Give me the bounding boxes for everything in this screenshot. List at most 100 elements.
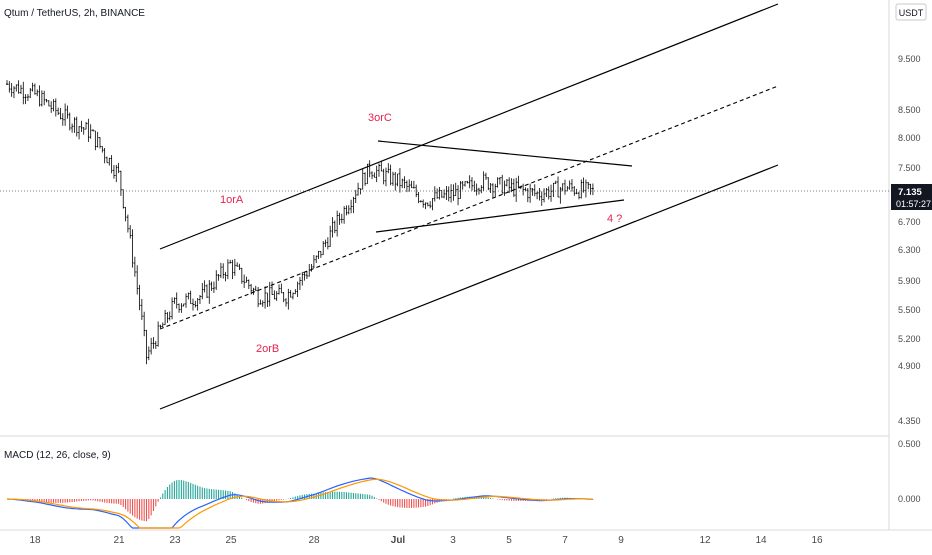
channel-median-line[interactable] <box>159 85 779 330</box>
candle <box>222 263 225 279</box>
candle <box>131 229 134 268</box>
price-tick: 6.300 <box>898 245 921 255</box>
currency-badge[interactable]: USDT <box>895 3 927 21</box>
candle <box>538 188 541 201</box>
candle <box>475 183 478 196</box>
candle <box>117 162 120 174</box>
candle <box>431 198 434 211</box>
candle <box>31 82 34 92</box>
channel-lower-line[interactable] <box>159 164 779 410</box>
candle <box>261 300 264 307</box>
countdown-timer: 01:57:27 <box>896 199 931 209</box>
candle <box>12 86 15 99</box>
macd-histogram <box>8 479 594 522</box>
candle <box>178 303 181 313</box>
price-axis[interactable]: 9.500 8.500 8.000 7.500 6.700 6.300 5.90… <box>898 54 921 426</box>
candle <box>547 186 550 200</box>
candle <box>17 80 20 94</box>
candle <box>380 160 383 172</box>
candle <box>264 286 267 309</box>
candle <box>180 303 183 313</box>
candle <box>417 191 420 204</box>
candle <box>322 241 325 256</box>
candle <box>436 188 439 199</box>
candle <box>268 281 271 307</box>
date-tick: 25 <box>225 535 237 546</box>
candles <box>6 80 594 365</box>
candle <box>473 180 476 192</box>
candle <box>591 183 594 196</box>
candle <box>461 180 464 190</box>
price-tick: 7.500 <box>898 163 921 173</box>
candle <box>389 164 392 186</box>
candle <box>375 165 378 183</box>
wave-label-4: 4 ? <box>607 213 622 225</box>
price-tick: 5.500 <box>898 305 921 315</box>
candle <box>498 177 501 185</box>
candle <box>99 137 101 149</box>
candle <box>92 129 95 132</box>
triangle-upper-line[interactable] <box>377 140 633 167</box>
candle <box>354 189 357 204</box>
candle <box>115 164 118 183</box>
triangle-lower-line[interactable] <box>375 199 625 233</box>
candle <box>319 250 322 258</box>
candle <box>73 117 76 133</box>
macd-tick: 0.500 <box>898 439 921 449</box>
candle <box>282 291 285 303</box>
candle <box>136 265 139 295</box>
candle <box>198 294 201 305</box>
candle <box>543 188 546 203</box>
candle <box>71 123 74 133</box>
candle <box>408 179 411 192</box>
candle <box>333 220 336 234</box>
candle <box>394 172 397 191</box>
wave-label-a: 1orA <box>220 194 244 206</box>
candle <box>6 80 8 86</box>
date-tick: 14 <box>755 535 767 546</box>
candle <box>166 312 169 323</box>
candle <box>359 188 362 195</box>
candle <box>254 285 257 292</box>
candle <box>57 107 60 116</box>
candle <box>231 259 234 280</box>
candle <box>536 191 539 200</box>
candle <box>343 206 346 224</box>
candle <box>124 206 127 222</box>
candle <box>561 183 564 192</box>
candle <box>378 163 380 177</box>
candle <box>589 183 592 195</box>
candle <box>259 299 262 305</box>
candle <box>540 191 543 206</box>
candle <box>78 126 81 140</box>
candle <box>515 177 518 202</box>
candle <box>396 173 399 187</box>
candle <box>285 298 287 307</box>
candle <box>559 187 562 204</box>
candle <box>96 131 99 148</box>
candle <box>203 280 206 293</box>
date-tick: 3 <box>450 535 456 546</box>
candle <box>266 292 269 308</box>
time-axis[interactable]: 18 21 23 25 28 Jul 3 5 7 9 12 14 16 <box>29 535 823 546</box>
candle <box>243 274 246 288</box>
candle <box>287 288 290 310</box>
candle <box>82 127 85 135</box>
candle <box>29 87 32 99</box>
candle <box>357 182 360 196</box>
channel-upper-line[interactable] <box>159 3 779 250</box>
candle <box>210 281 213 291</box>
candle <box>224 271 227 282</box>
candle <box>450 184 453 203</box>
candle <box>229 259 232 264</box>
candle <box>291 292 294 300</box>
candle <box>187 292 190 300</box>
candle <box>273 290 276 300</box>
candle <box>68 112 71 131</box>
date-tick: 7 <box>562 535 568 546</box>
candle <box>501 174 504 194</box>
candle <box>326 237 329 250</box>
candle <box>526 188 529 203</box>
candle <box>289 290 292 298</box>
candle <box>577 191 580 200</box>
